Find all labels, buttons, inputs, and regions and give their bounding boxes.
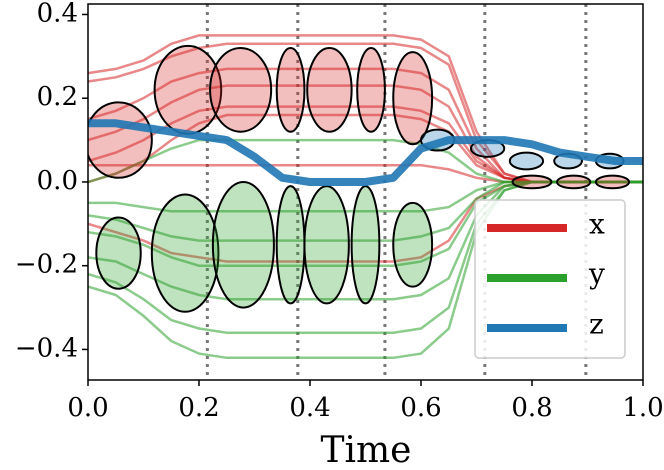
- legend-label: x: [589, 208, 605, 241]
- x-tick-label: 0.8: [511, 393, 552, 423]
- y-tick-label: −0.4: [15, 333, 78, 363]
- y-tick-label: −0.2: [15, 250, 78, 280]
- plot-area: [88, 4, 643, 380]
- axes-frame: [87, 3, 644, 381]
- x-tick-label: 0.2: [178, 393, 219, 423]
- ellipse: [306, 46, 353, 133]
- ellipse: [303, 185, 350, 305]
- y-tick-label: 0.2: [37, 82, 78, 112]
- x-tick-label: 0.4: [289, 393, 330, 423]
- y-tick-label: 0.0: [37, 166, 78, 196]
- z-line: [88, 119, 643, 186]
- legend-label: z: [589, 308, 604, 341]
- ellipse: [356, 46, 386, 133]
- ellipse: [95, 216, 142, 290]
- ellipse: [275, 185, 306, 305]
- ellipse: [594, 174, 631, 190]
- ellipse: [209, 46, 273, 133]
- x-tick-label: 0.0: [67, 393, 108, 423]
- ellipse: [511, 174, 553, 190]
- x-tick-label: 0.6: [400, 393, 441, 423]
- y-tick-label: 0.4: [37, 0, 78, 28]
- legend-label: y: [588, 258, 605, 291]
- ellipse: [211, 180, 275, 309]
- ellipse: [275, 46, 306, 133]
- ellipse: [88, 101, 153, 179]
- ellipse: [350, 185, 381, 305]
- ellipse: [392, 201, 434, 288]
- x-tick-label: 1.0: [622, 393, 663, 423]
- ellipse: [150, 193, 220, 313]
- ellipse: [392, 51, 434, 146]
- ellipse: [555, 174, 592, 190]
- x-axis-label: Time: [321, 430, 412, 470]
- ellipse: [508, 151, 545, 171]
